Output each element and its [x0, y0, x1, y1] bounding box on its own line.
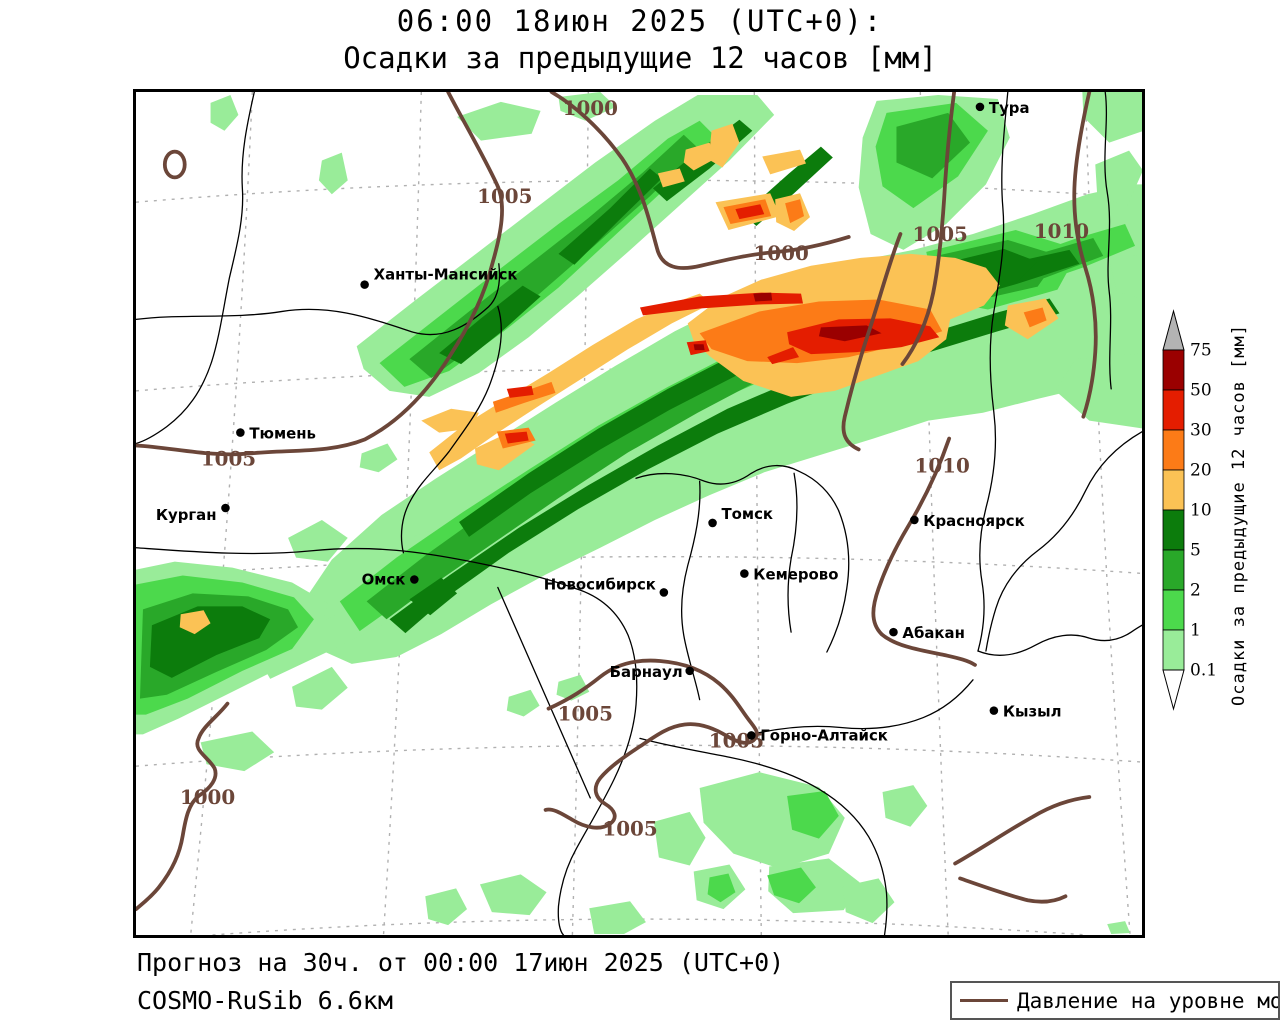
forecast-map: 1000 1005 1005 1000 1005 1010 1010 1005 1005 1005… [133, 89, 1145, 938]
isobar-value-label: 1005 [913, 222, 968, 246]
isobar-value-label: 1005 [558, 702, 613, 726]
city-dot [910, 515, 919, 525]
pressure-legend: Давление на уровне моря [950, 981, 1280, 1020]
city-label: Ханты-Мансийск [374, 266, 518, 284]
city-label: Тюмень [249, 425, 316, 443]
isobar-value-label: 1010 [1034, 219, 1089, 243]
colorbar-over-arrow [1162, 309, 1185, 351]
city-label: Курган [156, 506, 217, 524]
city-dot [236, 428, 245, 437]
isobar-value-label: 1010 [915, 453, 970, 477]
colorbar-under-arrow [1162, 669, 1185, 711]
forecast-info: Прогноз на 30ч. от 00:00 17июн 2025 (UTC… [137, 948, 785, 977]
colorbar-segment [1162, 509, 1185, 551]
isobar-value-label: 1005 [602, 817, 657, 841]
colorbar-segment [1162, 389, 1185, 431]
city-label: Томск [722, 505, 774, 523]
city-label: Новосибирск [544, 575, 656, 593]
model-name: COSMO-RuSib 6.6км [137, 986, 393, 1015]
precip-colorbar: 75 50 30 20 10 5 2 1 0.1 [1162, 309, 1217, 711]
city-label: Омск [362, 571, 406, 589]
colorbar-segment [1162, 469, 1185, 511]
city-label: Кызыл [1003, 703, 1062, 721]
city-dot [740, 569, 749, 578]
title-line-1: 06:00 18июн 2025 (UTC+0): [396, 4, 884, 38]
colorbar-segment [1162, 429, 1185, 471]
city-dot [747, 731, 756, 740]
colorbar-tick-labels: 75 50 30 20 10 5 2 1 0.1 [1190, 341, 1217, 681]
colorbar-segments [1162, 349, 1185, 671]
city-label: Горно-Алтайск [760, 726, 888, 744]
isobar-value-label: 1000 [180, 785, 235, 809]
isobar-value-label: 1005 [709, 728, 764, 752]
colorbar-tick: 20 [1190, 461, 1212, 481]
isobar-labels: 1000 1005 1005 1000 1005 1010 1010 1005 1005 1005… [180, 96, 1089, 841]
colorbar-segment [1162, 589, 1185, 631]
colorbar-tick: 10 [1190, 501, 1212, 521]
city-dot [360, 280, 369, 289]
isobar-value-label: 1000 [753, 241, 808, 265]
page-title: 06:00 18июн 2025 (UTC+0): Осадки за пред… [0, 0, 1280, 75]
colorbar-tick: 2 [1190, 581, 1201, 601]
precip-area-5-10mm [149, 119, 1080, 678]
city-label: Тура [989, 99, 1030, 117]
city-label: Барнаул [610, 663, 683, 681]
colorbar-segment [1162, 549, 1185, 591]
colorbar-segment [1162, 629, 1185, 671]
isobar-value-label: 1000 [563, 96, 618, 120]
map-canvas: 1000 1005 1005 1000 1005 1010 1010 1005 1005 1005… [136, 92, 1142, 935]
admin-border-lines [136, 92, 1142, 935]
colorbar-tick: 1 [1190, 621, 1201, 641]
precip-area-50-75mm [693, 292, 882, 351]
city-dot [659, 588, 669, 597]
city-dot [708, 518, 717, 528]
colorbar-tick: 75 [1190, 341, 1212, 361]
isobar-line-sample [960, 999, 1008, 1002]
isobar-value-label: 1005 [477, 184, 532, 208]
colorbar-tick: 50 [1190, 381, 1212, 401]
city-label: Красноярск [923, 512, 1024, 530]
pressure-legend-label: Давление на уровне моря [1017, 988, 1280, 1013]
city-dot [221, 503, 230, 513]
colorbar-segment [1162, 349, 1185, 391]
isobar-lines [136, 92, 1098, 912]
isobar-value-label: 1005 [201, 446, 256, 470]
colorbar-tick: 5 [1190, 541, 1201, 561]
city-dot [685, 666, 694, 676]
colorbar-tick: 0.1 [1190, 661, 1217, 681]
title-line-2: Осадки за предыдущие 12 часов [мм] [343, 41, 937, 75]
city-markers: Тура Ханты-Мансийск Тюмень Курган Омск Томск К… [156, 99, 1062, 745]
city-label: Кемерово [753, 566, 838, 584]
city-dot [989, 706, 999, 715]
colorbar-title: Осадки за предыдущие 12 часов [мм] [1229, 324, 1249, 706]
colorbar-tick: 30 [1190, 421, 1212, 441]
city-dot [410, 575, 419, 584]
city-dot [889, 627, 898, 637]
city-dot [975, 102, 985, 112]
city-label: Абакан [902, 624, 964, 642]
